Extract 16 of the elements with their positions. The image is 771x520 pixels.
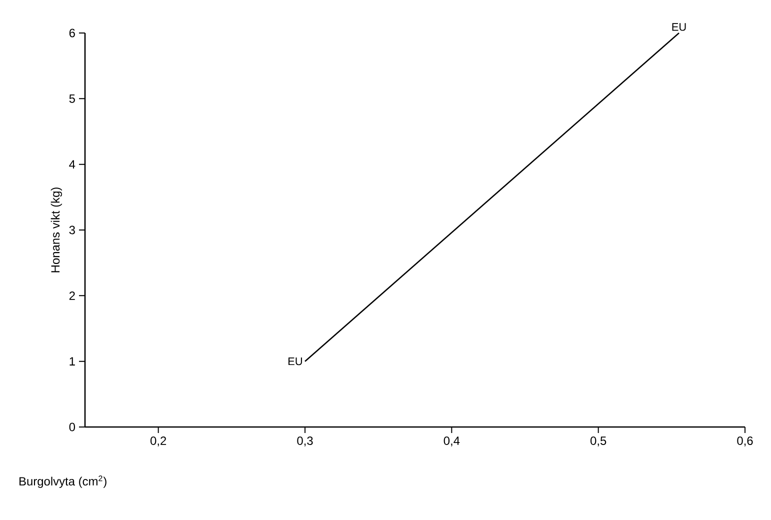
y-tick-label: 1 (70, 357, 75, 366)
y-axis-title: Honans vikt (kg) (50, 188, 62, 272)
x-tick-label: 0,4 (444, 436, 460, 446)
x-tick-label: 0,6 (737, 436, 753, 446)
x-tick-label: 0,5 (590, 436, 606, 446)
x-tick-label: 0,2 (150, 436, 166, 446)
x-axis-title: Burgolvyta (cm$^{2}$) (20, 476, 106, 488)
y-tick-label: 3 (69, 226, 75, 234)
y-tick-label: 6 (69, 28, 75, 38)
annotation: EU (672, 23, 686, 31)
x-tick-label: 0,3 (297, 436, 313, 446)
y-tick-label: 0 (69, 422, 76, 432)
y-tick-label: 4 (69, 160, 76, 168)
y-tick-label: 5 (69, 94, 75, 103)
annotation: EU (288, 358, 302, 366)
y-tick-label: 2 (69, 291, 75, 300)
